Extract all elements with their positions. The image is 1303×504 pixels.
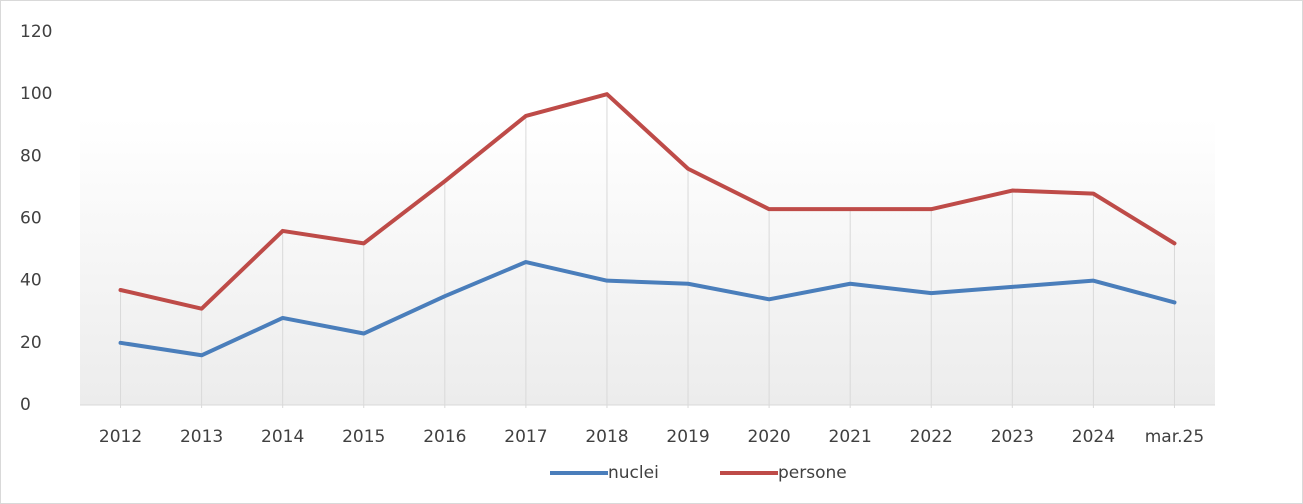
x-tick-label: 2019 — [666, 427, 709, 447]
legend-label: persone — [778, 463, 847, 483]
x-tick-label: 2021 — [829, 427, 872, 447]
plot-background — [80, 118, 1215, 405]
x-tick-label: 2020 — [747, 427, 790, 447]
x-tick-label: 2014 — [261, 427, 304, 447]
y-tick-label: 100 — [20, 84, 52, 104]
y-tick-label: 120 — [20, 22, 52, 42]
x-tick-label: 2012 — [99, 427, 142, 447]
y-tick-label: 20 — [20, 333, 42, 353]
x-tick-label: 2018 — [585, 427, 628, 447]
x-tick-label: 2016 — [423, 427, 466, 447]
y-tick-label: 80 — [20, 146, 42, 166]
y-tick-label: 0 — [20, 395, 31, 415]
x-tick-label: 2023 — [991, 427, 1034, 447]
x-tick-label: 2013 — [180, 427, 223, 447]
x-tick-label: 2017 — [504, 427, 547, 447]
y-tick-label: 60 — [20, 209, 42, 229]
series-line — [118, 260, 1177, 358]
legend-label: nuclei — [608, 463, 659, 483]
x-tick-label: 2024 — [1072, 427, 1115, 447]
series-line — [118, 92, 1177, 311]
x-tick-label: 2022 — [910, 427, 953, 447]
x-tick-label: mar.25 — [1145, 427, 1204, 447]
x-tick-label: 2015 — [342, 427, 385, 447]
y-tick-label: 40 — [20, 271, 42, 291]
